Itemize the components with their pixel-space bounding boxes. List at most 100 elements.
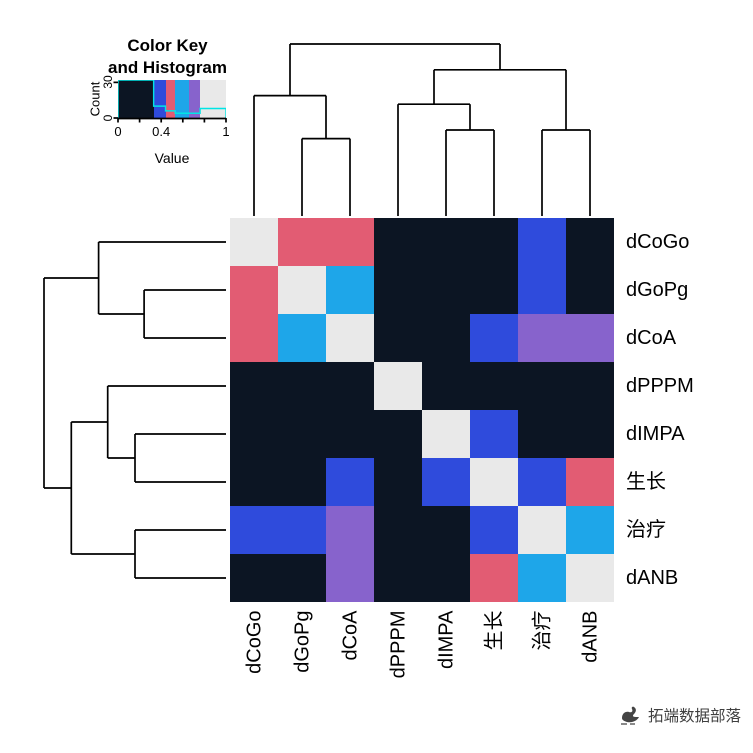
heatmap-cell — [374, 266, 422, 314]
heatmap-cell — [422, 506, 470, 554]
column-label: 治疗 — [531, 610, 553, 650]
color-key-trace — [118, 80, 226, 118]
heatmap-cell — [566, 506, 614, 554]
row-label: dCoGo — [626, 231, 690, 253]
heatmap-cell — [374, 458, 422, 506]
heatmap-cell — [326, 314, 374, 362]
heatmap-cell — [278, 266, 326, 314]
heatmap-cell — [326, 218, 374, 266]
column-label: dCoA — [339, 610, 361, 661]
color-key-segment — [118, 80, 154, 118]
heatmap-cell — [518, 314, 566, 362]
heatmap-cell — [374, 362, 422, 410]
color-key-segment — [165, 80, 176, 118]
heatmap-cell — [566, 362, 614, 410]
color-key-segment — [175, 80, 190, 118]
row-dendrogram — [43, 241, 226, 579]
heatmap-cell — [470, 506, 518, 554]
heatmap-cell — [374, 506, 422, 554]
heatmap-cell — [518, 410, 566, 458]
heatmap-cell — [422, 362, 470, 410]
color-key-x-axis-label: Value — [154, 150, 190, 166]
heatmap-cell — [230, 506, 278, 554]
heatmap-cell — [278, 554, 326, 602]
row-label: dCoA — [626, 327, 677, 349]
heatmap-cell — [278, 362, 326, 410]
heatmap-cell — [422, 218, 470, 266]
heatmap-cell — [326, 506, 374, 554]
heatmap-cell — [422, 410, 470, 458]
heatmap-cell — [326, 458, 374, 506]
heatmap-cell — [278, 458, 326, 506]
heatmap-cell — [230, 362, 278, 410]
color-key-x-tick-label: 0 — [114, 124, 122, 139]
row-label: 治疗 — [626, 519, 666, 541]
column-label: dIMPA — [435, 610, 457, 669]
heatmap-cell — [470, 314, 518, 362]
heatmap-cell — [374, 410, 422, 458]
heatmap-cell — [326, 554, 374, 602]
heatmap-cell — [566, 410, 614, 458]
color-key-segment — [200, 80, 226, 118]
heatmap-cell — [422, 266, 470, 314]
watermark-text: 拓端数据部落 — [647, 708, 741, 725]
color-key-x-tick-label: 0.4 — [152, 124, 171, 139]
color-key-segment — [189, 80, 201, 118]
heatmap-cell — [374, 314, 422, 362]
heatmap-cell — [518, 554, 566, 602]
heatmap-cell — [470, 410, 518, 458]
heatmap-cell — [278, 410, 326, 458]
row-label: dPPPM — [626, 375, 694, 397]
heatmap-cell — [566, 458, 614, 506]
color-key-title-line1: Color Key — [127, 36, 208, 55]
color-key-title-line2: and Histogram — [107, 58, 228, 77]
heatmap-cell — [470, 554, 518, 602]
heatmap-cell — [230, 314, 278, 362]
heatmap-cell — [518, 362, 566, 410]
heatmap-cell — [326, 410, 374, 458]
row-label: dIMPA — [626, 423, 685, 445]
heatmap-cell — [422, 314, 470, 362]
heatmap-cell — [518, 218, 566, 266]
heatmap-cell — [422, 458, 470, 506]
heatmap-cell — [566, 554, 614, 602]
heatmap-cell — [566, 314, 614, 362]
brand-logo-icon — [620, 706, 639, 725]
heatmap-cell — [278, 506, 326, 554]
column-label: dPPPM — [387, 610, 409, 678]
heatmap-cell — [278, 218, 326, 266]
heatmap-matrix — [230, 218, 614, 602]
watermark: 拓端数据部落 — [618, 704, 741, 726]
color-key-histogram — [118, 80, 226, 118]
heatmap-cell — [422, 554, 470, 602]
heatmap-cell — [566, 266, 614, 314]
heatmap-cell — [230, 266, 278, 314]
heatmap-cell — [470, 362, 518, 410]
heatmap-cell — [230, 554, 278, 602]
heatmap-cell — [566, 218, 614, 266]
heatmap-cell — [518, 458, 566, 506]
column-label: dANB — [579, 610, 601, 663]
row-label: dGoPg — [626, 279, 689, 301]
color-key-axes — [113, 81, 227, 123]
color-key-segment — [153, 80, 166, 118]
heatmap-cell — [470, 266, 518, 314]
column-label: dGoPg — [291, 610, 313, 673]
column-dendrogram — [253, 43, 591, 216]
heatmap-cell — [230, 458, 278, 506]
heatmap-cell — [470, 458, 518, 506]
color-key-x-tick-label: 1 — [222, 124, 230, 139]
column-label: dCoGo — [243, 610, 265, 674]
heatmap-cell — [230, 218, 278, 266]
heatmap-cell — [518, 506, 566, 554]
row-label: dANB — [626, 567, 679, 589]
heatmap-cell — [326, 362, 374, 410]
heatmap-cell — [374, 554, 422, 602]
heatmap-cell — [326, 266, 374, 314]
heatmap-cell — [518, 266, 566, 314]
heatmap-cell — [230, 410, 278, 458]
row-label: 生长 — [626, 471, 666, 493]
heatmap-cell — [470, 218, 518, 266]
